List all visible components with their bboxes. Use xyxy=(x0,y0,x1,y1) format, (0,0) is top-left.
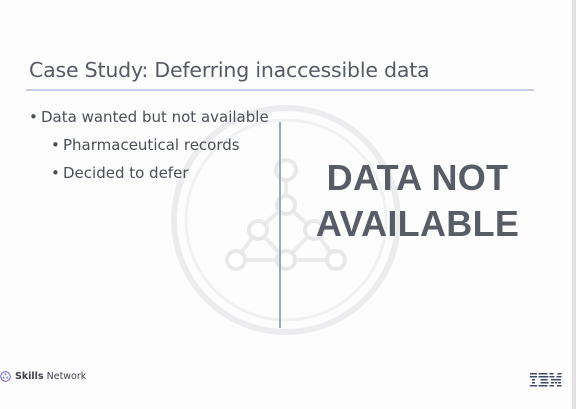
vertical-divider xyxy=(279,122,281,328)
skills-network-brand: Skills Network xyxy=(0,371,86,382)
bullet-list: Data wanted but not available Pharmaceut… xyxy=(29,108,269,192)
sub-bullet-list: Pharmaceutical records Decided to defer xyxy=(51,136,269,183)
brand-name: Skills Network xyxy=(15,371,86,382)
ibm-logo-icon xyxy=(530,373,562,387)
data-not-available-callout: DATA NOT AVAILABLE xyxy=(305,155,530,247)
bullet-text: Data wanted but not available xyxy=(41,108,269,126)
bullet-item: Data wanted but not available Pharmaceut… xyxy=(29,108,269,183)
sub-bullet-item: Pharmaceutical records xyxy=(51,136,269,155)
watermark-logo-icon xyxy=(171,105,401,335)
skills-network-logo-icon xyxy=(0,371,11,382)
slide-title: Case Study: Deferring inaccessible data xyxy=(29,58,430,82)
brand-name-rest: Network xyxy=(43,371,87,382)
callout-line: DATA NOT xyxy=(326,157,509,198)
callout-line: AVAILABLE xyxy=(315,203,520,244)
brand-name-bold: Skills xyxy=(15,371,44,382)
sub-bullet-item: Decided to defer xyxy=(51,164,269,183)
title-underline xyxy=(26,89,534,91)
slide-edge xyxy=(572,0,576,409)
